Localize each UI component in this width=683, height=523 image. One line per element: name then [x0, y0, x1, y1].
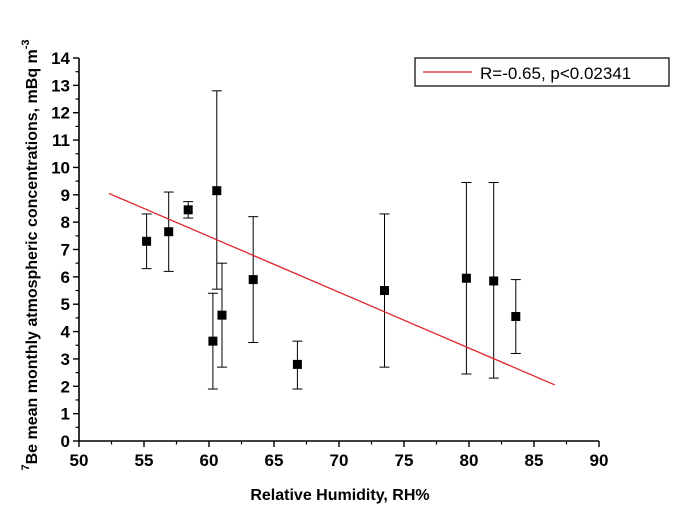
y-tick-label: 8 [61, 213, 70, 232]
y-tick-label: 4 [61, 323, 71, 342]
data-point [461, 273, 471, 283]
data-point [164, 227, 174, 237]
y-tick-label: 0 [61, 432, 70, 451]
data-point [248, 275, 258, 285]
y-axis-title: 7Be mean monthly atmospheric concentrati… [20, 39, 41, 470]
x-axis-title: Relative Humidity, RH% [250, 487, 429, 504]
x-tick-label: 80 [460, 451, 479, 470]
y-tick-label: 13 [51, 76, 70, 95]
y-tick-label: 3 [61, 350, 70, 369]
y-tick-label: 9 [61, 186, 70, 205]
x-tick-label: 85 [525, 451, 544, 470]
legend-label: R=-0.65, p<0.02341 [480, 64, 631, 83]
y-axis-title-main: Be mean monthly atmospheric concentratio… [24, 49, 41, 464]
y-axis-title-superscript: 7 [20, 464, 32, 470]
y-tick-label: 12 [51, 104, 70, 123]
x-tick-label: 65 [265, 451, 284, 470]
y-axis-title-group: 7Be mean monthly atmospheric concentrati… [20, 39, 41, 470]
x-tick-label: 90 [590, 451, 609, 470]
y-tick-label: 1 [61, 405, 70, 424]
data-point [183, 205, 193, 215]
y-tick-label: 2 [61, 377, 70, 396]
y-tick-label: 6 [61, 268, 70, 287]
data-point [489, 276, 499, 286]
fit-line [108, 192, 556, 386]
x-tick-label: 75 [395, 451, 414, 470]
x-tick-label: 60 [200, 451, 219, 470]
axes [73, 57, 600, 447]
y-tick-label: 11 [52, 131, 70, 150]
legend: R=-0.65, p<0.02341 [414, 57, 670, 87]
data-point [217, 310, 227, 320]
y-tick-label: 7 [61, 241, 70, 260]
data-point [292, 359, 302, 369]
data-point [380, 286, 389, 296]
data-point [208, 336, 218, 346]
data-point [511, 312, 521, 322]
fit-line-group [108, 192, 556, 386]
y-tick-label: 5 [61, 295, 70, 314]
y-tick-label: 14 [51, 49, 70, 68]
data-point [212, 186, 222, 196]
y-tick-label: 10 [51, 158, 70, 177]
y-axis-title-exponent: -3 [20, 39, 32, 49]
error-bars [141, 90, 521, 390]
x-tick-label: 50 [70, 451, 89, 470]
data-point [142, 236, 152, 246]
x-tick-label: 55 [135, 451, 154, 470]
data-points [142, 186, 521, 369]
x-tick-label: 70 [330, 451, 349, 470]
